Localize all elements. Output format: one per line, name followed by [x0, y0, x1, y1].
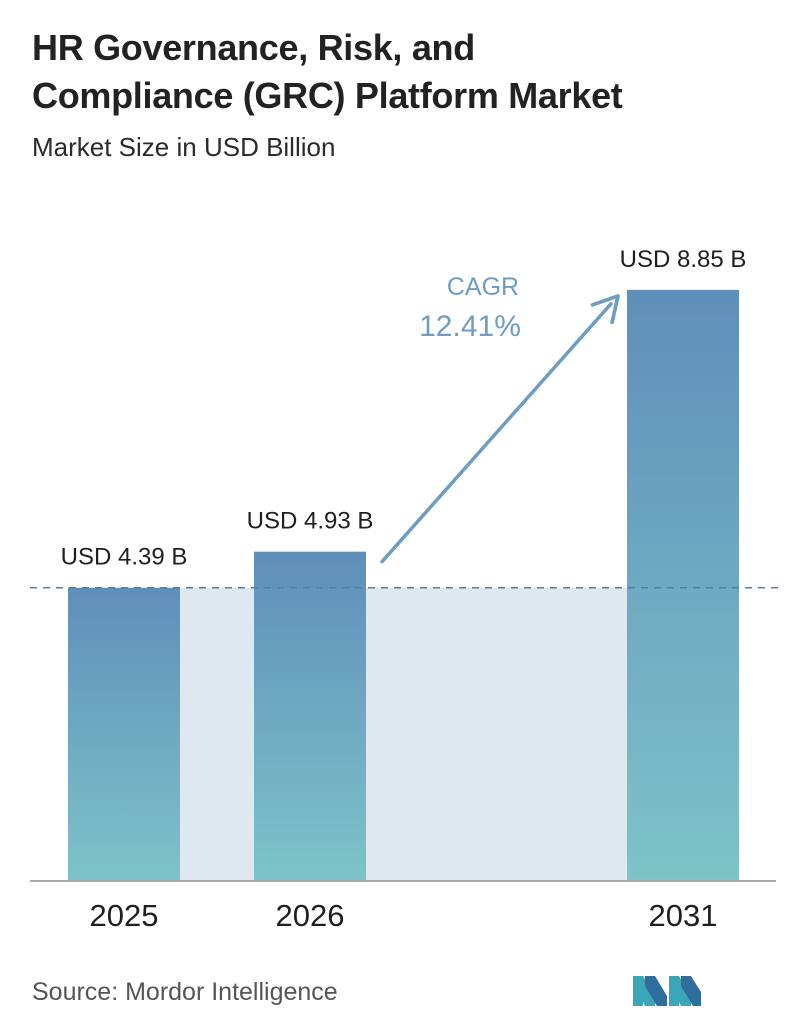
- bar-2026: [254, 551, 366, 881]
- bar-chart: USD 4.39 B 2025 USD 4.93 B 2026 USD 8.85 B 20…: [30, 246, 780, 933]
- tick-label-2025: 2025: [90, 898, 159, 933]
- data-label-2026: USD 4.93 B: [247, 508, 374, 535]
- bar-2031: [627, 289, 739, 881]
- title-line-1: HR Governance, Risk, and: [32, 27, 475, 68]
- cagr-value: 12.41%: [419, 310, 521, 343]
- chart-title: HR Governance, Risk, and Compliance (GRC…: [32, 24, 772, 120]
- mordor-intelligence-logo-icon: [633, 976, 701, 1006]
- data-label-2025: USD 4.39 B: [61, 544, 188, 571]
- bar-2025: [68, 587, 180, 881]
- title-line-2: Compliance (GRC) Platform Market: [32, 75, 623, 116]
- cagr-label: CAGR: [447, 273, 519, 301]
- tick-label-2026: 2026: [276, 898, 345, 933]
- cagr-arrow: [380, 294, 620, 564]
- tick-label-2031: 2031: [649, 898, 718, 933]
- source-note: Source: Mordor Intelligence: [32, 978, 338, 1006]
- reference-band: [180, 587, 627, 881]
- chart-subtitle: Market Size in USD Billion: [32, 132, 336, 162]
- data-label-2031: USD 8.85 B: [620, 246, 747, 273]
